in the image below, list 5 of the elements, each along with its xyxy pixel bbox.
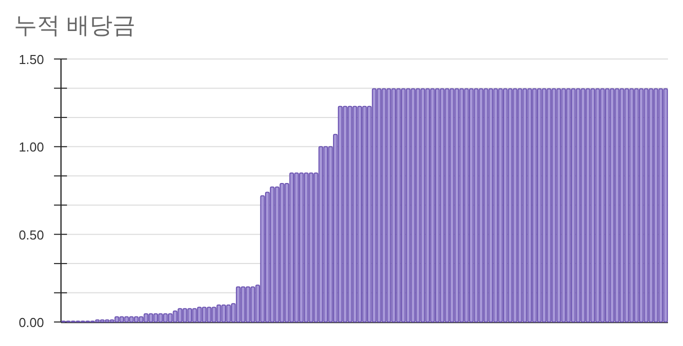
y-tick-label: 0.50 <box>18 227 44 242</box>
y-tick-label: 1.00 <box>18 140 44 155</box>
title: 누적 배당금 <box>14 12 136 38</box>
y-tick-label: 0.00 <box>18 315 44 330</box>
y-tick-label: 1.50 <box>18 52 44 67</box>
